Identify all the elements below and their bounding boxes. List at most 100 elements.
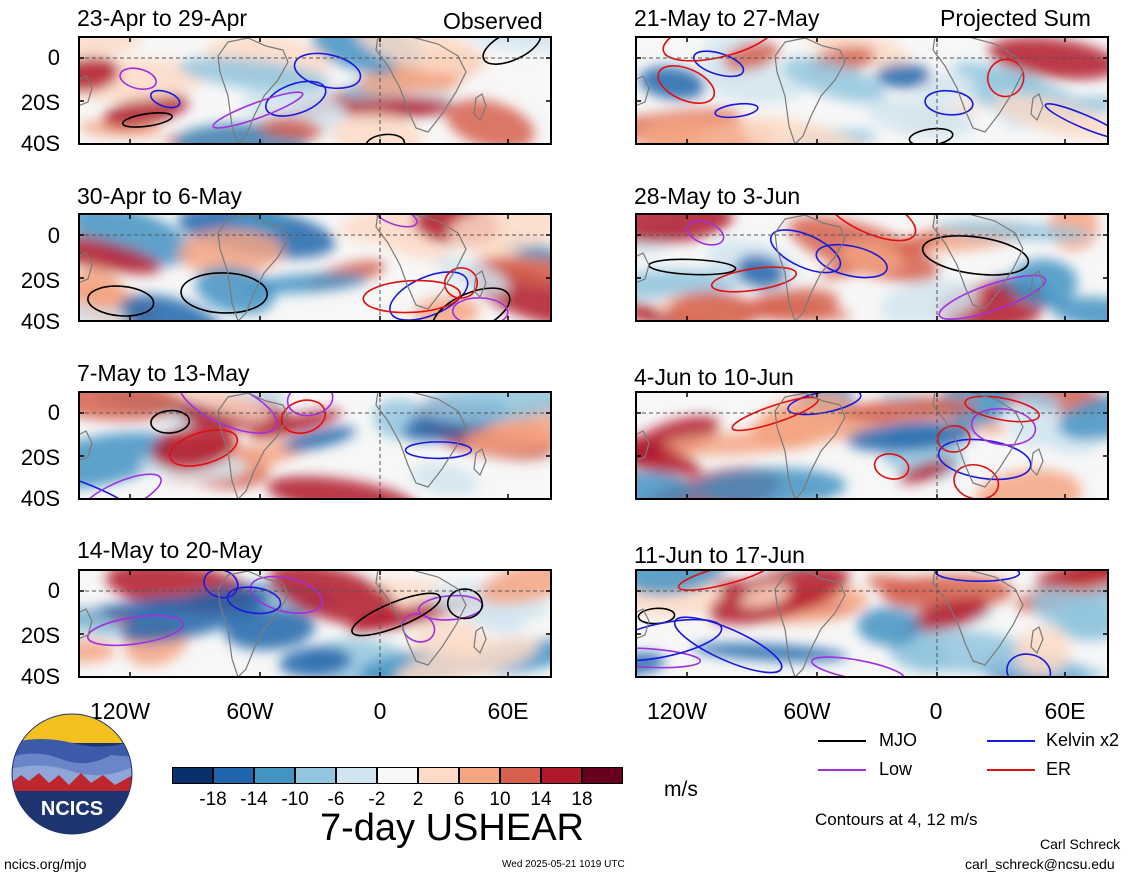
panel-title-right-1: 21-May to 27-May [634, 5, 820, 31]
coastline [932, 213, 1024, 310]
contour-line [908, 127, 954, 145]
colorbar-swatch [500, 767, 541, 784]
map-panel [635, 569, 1109, 678]
map-panel [635, 36, 1109, 145]
contour-line [815, 243, 888, 279]
colorbar-swatch [418, 767, 459, 784]
colorbar-swatch [213, 767, 254, 784]
coastline [635, 75, 650, 107]
contour-line [731, 396, 819, 432]
map-panel [78, 391, 552, 500]
colorbar-tick-label: -6 [327, 789, 345, 810]
colorbar-swatch [336, 767, 377, 784]
shading-blob [1011, 391, 1063, 410]
x-tick-60w-left: 60W [226, 698, 274, 724]
shading-blob [993, 94, 1109, 140]
panel-title-right-4: 11-Jun to 17-Jun [634, 542, 805, 568]
shading-blob [722, 41, 780, 71]
coastline [375, 213, 467, 310]
shading-blob [266, 476, 420, 500]
contour-line [443, 267, 479, 299]
contour-line [921, 235, 1030, 276]
shading-blob [635, 298, 724, 322]
coastline [635, 252, 650, 284]
shading-blob [750, 288, 840, 319]
contour-line [662, 36, 777, 62]
y-tick-0-row4: 0 [47, 578, 60, 603]
shading-blob [78, 56, 120, 92]
legend-line-kelvin [987, 740, 1035, 742]
colorbar-tick-label: 14 [530, 789, 552, 810]
shading-blob [635, 569, 726, 596]
map-panel-svg [635, 391, 1109, 500]
contour-line [150, 409, 191, 434]
shading-blob [666, 291, 757, 322]
y-tick-40s-row4: 40S [20, 664, 60, 689]
contour-line [710, 266, 798, 293]
shading-blob [178, 229, 283, 276]
shading-blob [840, 397, 977, 422]
map-panel-svg [78, 569, 552, 678]
shading-blob [282, 426, 357, 452]
contour-line [714, 102, 759, 119]
coastline [1030, 93, 1044, 122]
x-tick-0-left: 0 [373, 698, 387, 724]
colorbar-tick-label: -2 [368, 789, 386, 810]
coastline [774, 392, 846, 500]
contour-line [482, 36, 542, 65]
contour-line [180, 272, 268, 314]
contour-line [119, 67, 157, 90]
colorbar-tick-label: -14 [240, 789, 268, 810]
contour-line [373, 213, 418, 228]
contour-line [686, 220, 725, 246]
legend-line-mjo [818, 740, 866, 742]
coastline [473, 626, 487, 655]
legend-line-low [818, 769, 866, 771]
x-tick-60w-right: 60W [783, 698, 831, 724]
contour-line [86, 614, 185, 647]
coastline [774, 214, 846, 322]
legend-label-mjo: MJO [879, 730, 917, 750]
legend-label-low: Low [879, 759, 913, 779]
shading-blob [899, 459, 953, 484]
coastline [217, 37, 289, 145]
colorbar-swatch [295, 767, 336, 784]
colorbar-swatch [541, 767, 582, 784]
shading-blob [740, 584, 791, 608]
panel-title-right-2: 28-May to 3-Jun [634, 183, 801, 209]
coastline [774, 37, 846, 145]
y-tick-40s-row1: 40S [20, 131, 60, 156]
shading-blob [974, 469, 1082, 500]
shading-blob [78, 603, 122, 638]
footer-url[interactable]: ncics.org/mjo [4, 856, 87, 872]
footer-email[interactable]: carl_schreck@ncsu.edu [965, 856, 1115, 872]
colorbar-tick-label: 18 [571, 789, 593, 810]
shading-blob [1014, 625, 1071, 677]
shading-blob [102, 93, 189, 128]
shading-blob [867, 98, 976, 138]
x-tick-0-right: 0 [929, 698, 943, 724]
contour-line [179, 391, 278, 434]
contour-line [169, 429, 239, 467]
logo-text: NCICS [40, 798, 104, 820]
coastline [375, 391, 467, 488]
shading-blob [224, 608, 316, 651]
map-panel [635, 391, 1109, 500]
coastline [217, 392, 289, 500]
footer-author: Carl Schreck [1040, 836, 1121, 852]
shading-blob [879, 279, 978, 322]
contour-line [936, 425, 971, 453]
shading-blob [248, 409, 342, 440]
colorbar [172, 767, 627, 785]
contour-line [226, 586, 282, 615]
coastline [217, 214, 289, 322]
projected-sum-label: Projected Sum [940, 5, 1091, 31]
panel-title-left-2: 30-Apr to 6-May [77, 183, 242, 209]
main-title: 7-day USHEAR [320, 807, 584, 849]
contour-line [78, 472, 137, 500]
shading-blob [437, 256, 509, 294]
shading-blob [841, 241, 904, 274]
coastline [473, 448, 487, 477]
coastline [217, 570, 289, 678]
coastline [375, 569, 467, 666]
